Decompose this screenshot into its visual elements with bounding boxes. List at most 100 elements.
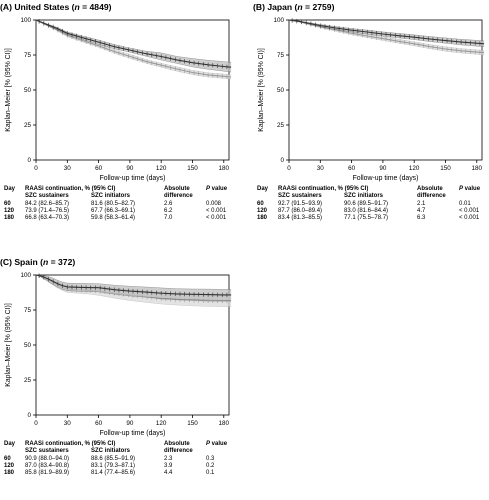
x-tick-label: 60 xyxy=(95,165,103,172)
y-tick-label: 25 xyxy=(24,122,32,129)
head-p-value: P value xyxy=(459,186,481,192)
x-tick-label: 90 xyxy=(126,165,134,172)
x-tick-label: 150 xyxy=(440,165,451,172)
head-absolute: Absolute xyxy=(417,186,443,192)
km-chart-spain: 0 25 50 75 100 0 30 60 90 120 150 180 Follow-up time… xyxy=(5,272,232,437)
ci-upper-dark xyxy=(35,19,232,63)
y-tick-label: 50 xyxy=(24,87,32,94)
table-row: 120 87.7 (86.0–89.4) 83.0 (81.6–84.4) 4.… xyxy=(257,207,480,214)
ci-band-dark xyxy=(36,20,232,73)
plot-frame xyxy=(35,19,230,161)
y-axis-label: Kaplan–Meier [% (95% CI)] xyxy=(258,48,265,132)
y-tick-label: 0 xyxy=(27,412,31,419)
km-curve-light xyxy=(288,19,485,54)
y-tick-label: 50 xyxy=(24,342,32,349)
y-tick-label: 100 xyxy=(273,17,284,24)
ci-lower-dark xyxy=(35,274,232,301)
km-chart-us: 0 25 50 75 100 0 30 60 90 120 150 180 Follow-up time… xyxy=(5,17,232,182)
x-tick-label: 150 xyxy=(187,420,198,427)
y-tick-label: 75 xyxy=(24,52,32,59)
x-tick-label: 90 xyxy=(126,420,134,427)
km-curve-dark xyxy=(288,19,485,45)
y-tick-label: 25 xyxy=(277,122,285,129)
table-row: 180 85.8 (81.9–89.9) 81.4 (77.4–85.6) 4.… xyxy=(4,470,215,477)
y-axis-label: Kaplan–Meier [% (95% CI)] xyxy=(5,303,12,387)
panel-spain: (C) Spain (n = 372) 0 25 50 75 100 0 30 60 90 120… xyxy=(0,257,235,500)
ci-lower-light xyxy=(35,19,232,80)
x-tick-label: 30 xyxy=(317,165,325,172)
head-p-value: P value xyxy=(206,441,228,447)
x-tick-label: 120 xyxy=(156,165,167,172)
head-absolute: Absolute xyxy=(164,186,190,192)
panel-title: (A) United States (n = 4849) xyxy=(0,2,112,12)
x-tick-label: 30 xyxy=(64,165,72,172)
head-day: Day xyxy=(4,441,16,447)
x-tick-label: 120 xyxy=(156,420,167,427)
x-tick-label: 30 xyxy=(64,420,72,427)
x-tick-label: 150 xyxy=(187,165,198,172)
ci-lower-light xyxy=(288,19,485,56)
sub-initiators: SZC initiators xyxy=(344,193,384,200)
x-axis-label: Follow-up time (days) xyxy=(353,175,419,182)
continuation-table: Day RAASi continuation, % (95% CI) Absol… xyxy=(0,441,235,477)
y-tick-label: 75 xyxy=(24,307,32,314)
y-axis-label: Kaplan–Meier [% (95% CI)] xyxy=(5,48,12,132)
y-tick-label: 0 xyxy=(280,157,284,164)
ci-band-light xyxy=(36,20,232,80)
sub-initiators: SZC initiators xyxy=(91,193,131,200)
x-tick-label: 90 xyxy=(379,165,387,172)
ci-lower-dark xyxy=(35,19,232,73)
panel-title: (C) Spain (n = 372) xyxy=(0,257,76,267)
x-axis-label: Follow-up time (days) xyxy=(100,430,166,437)
panel-title: (B) Japan (n = 2759) xyxy=(253,2,335,12)
sub-sustainers: SZC sustainers xyxy=(278,193,322,200)
x-tick-label: 120 xyxy=(409,165,420,172)
x-tick-label: 180 xyxy=(219,420,230,427)
head-absolute: Absolute xyxy=(164,441,190,447)
head-difference: difference xyxy=(164,193,193,200)
km-curve-light xyxy=(35,19,232,78)
y-tick-label: 0 xyxy=(27,157,31,164)
x-tick-label: 0 xyxy=(287,165,291,172)
y-tick-label: 100 xyxy=(20,272,31,279)
panel-united-states: (A) United States (n = 4849) 0 25 50 75 100 0… xyxy=(0,2,235,252)
ci-upper-dark xyxy=(35,274,232,290)
head-continuation: RAASi continuation, % (95% CI) xyxy=(25,186,116,192)
table-row: 180 66.8 (63.4–70.3) 59.8 (58.3–61.4) 7.… xyxy=(4,215,227,222)
km-chart-japan: 0 25 50 75 100 0 30 60 90 120 150 180 Follow-up time… xyxy=(258,17,485,182)
x-tick-label: 0 xyxy=(34,420,38,427)
km-curve-dark xyxy=(35,19,232,68)
panel-japan: (B) Japan (n = 2759) 0 25 50 75 100 0 30 60 90 12… xyxy=(253,2,488,252)
sub-sustainers: SZC sustainers xyxy=(25,193,69,200)
ci-band-light xyxy=(289,20,485,55)
head-day: Day xyxy=(257,186,269,192)
y-tick-label: 50 xyxy=(277,87,285,94)
continuation-table: Day RAASi continuation, % (95% CI) Absol… xyxy=(0,186,235,222)
x-axis-label: Follow-up time (days) xyxy=(100,175,166,182)
y-tick-label: 100 xyxy=(20,17,31,24)
sub-initiators: SZC initiators xyxy=(91,448,131,455)
head-difference: difference xyxy=(164,448,193,455)
y-tick-label: 25 xyxy=(24,377,32,384)
km-curve-dark xyxy=(35,274,232,296)
x-tick-label: 180 xyxy=(219,165,230,172)
head-p-value: P value xyxy=(206,186,228,192)
head-continuation: RAASi continuation, % (95% CI) xyxy=(278,186,369,192)
sub-sustainers: SZC sustainers xyxy=(25,448,69,455)
ci-lower-dark xyxy=(288,19,485,47)
x-tick-label: 0 xyxy=(34,165,38,172)
table-row: 120 73.9 (71.4–76.5) 67.7 (66.3–69.1) 6.… xyxy=(4,207,227,214)
table-row: 120 87.0 (83.4–90.8) 83.1 (79.3–87.1) 3.… xyxy=(4,462,215,469)
table-row: 60 90.9 (88.0–94.0) 88.6 (85.5–91.9) 2.3… xyxy=(4,455,215,462)
ci-upper-dark xyxy=(288,19,485,42)
x-tick-label: 60 xyxy=(95,420,103,427)
table-row: 60 84.2 (82.6–85.7) 81.6 (80.5–82.7) 2.6… xyxy=(4,200,222,207)
head-continuation: RAASi continuation, % (95% CI) xyxy=(25,441,116,447)
table-row: 180 83.4 (81.3–85.5) 77.1 (75.5–78.7) 6.… xyxy=(257,215,480,222)
ci-lower-light xyxy=(35,274,232,307)
head-difference: difference xyxy=(417,193,446,200)
continuation-table: Day RAASi continuation, % (95% CI) Absol… xyxy=(253,186,488,222)
head-day: Day xyxy=(4,186,16,192)
x-tick-label: 60 xyxy=(348,165,356,172)
table-row: 60 92.7 (91.5–93.9) 90.6 (89.5–91.7) 2.1… xyxy=(257,200,471,207)
